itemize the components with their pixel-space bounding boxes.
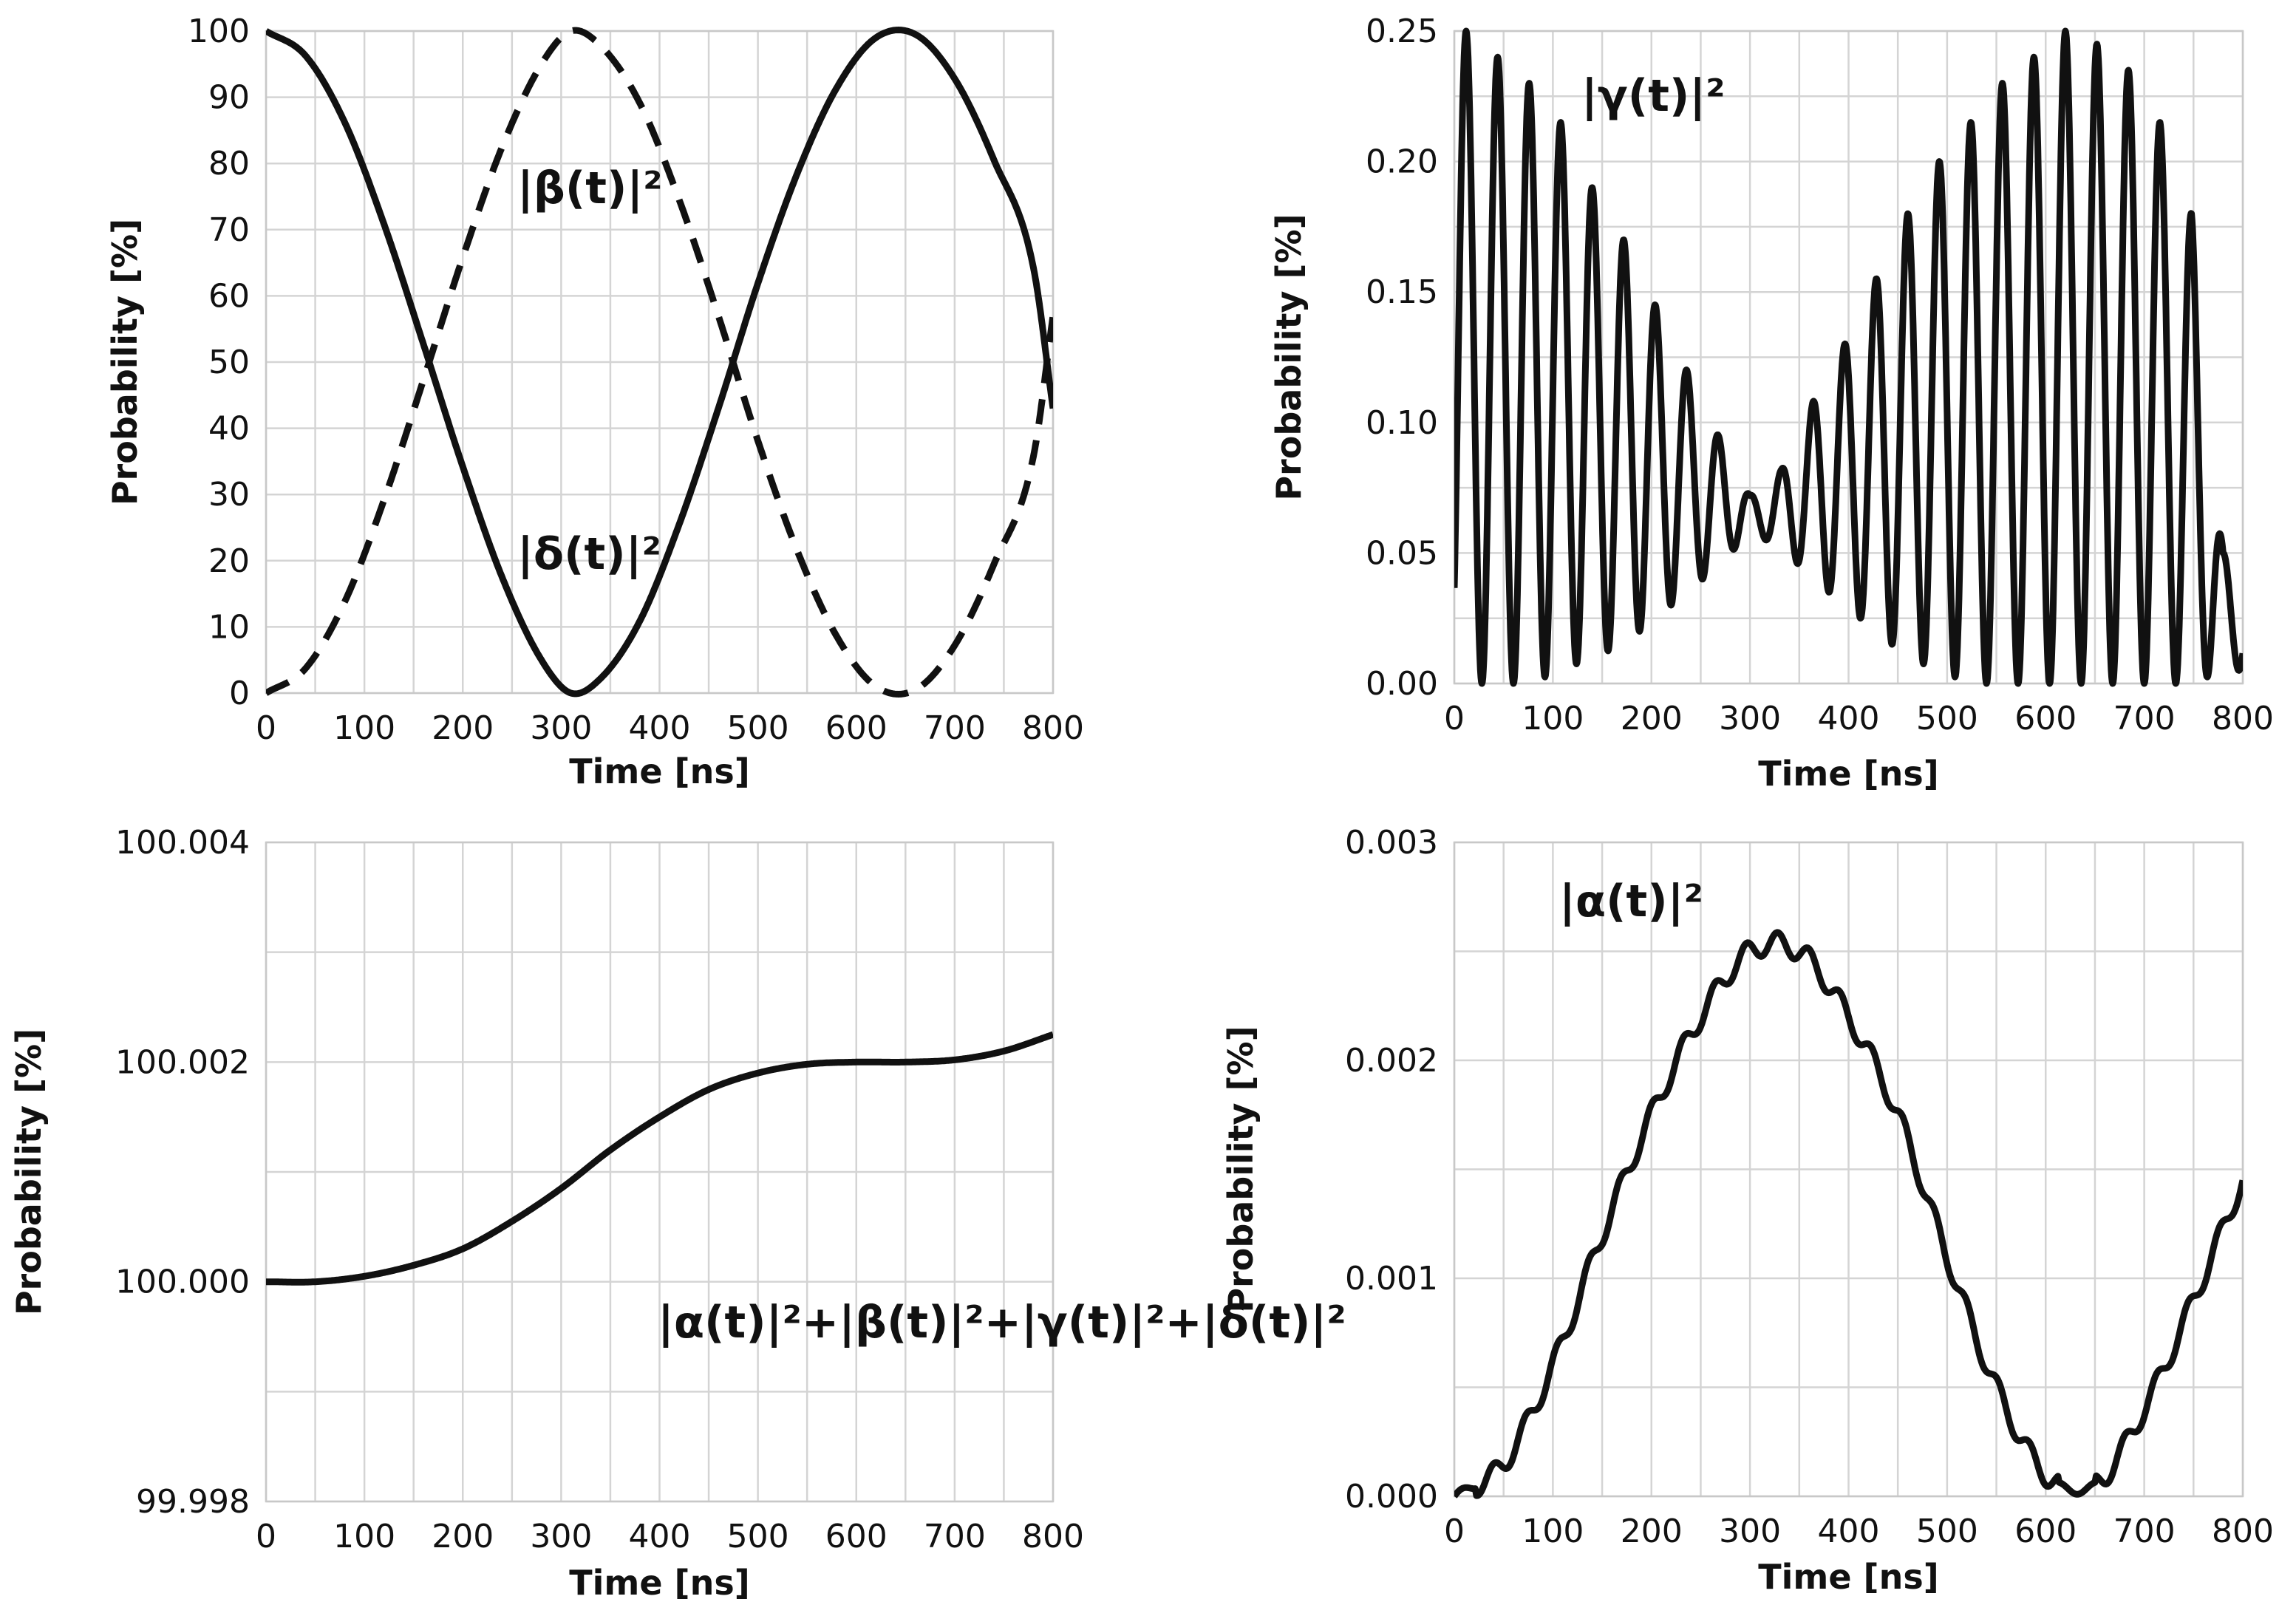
x-tick-label: 100 [1522, 700, 1584, 737]
series-annotation: |α(t)|² [1559, 876, 1703, 927]
y-tick-label: 0.003 [1345, 824, 1438, 862]
x-axis-label: Time [ns] [1758, 1557, 1938, 1597]
plot-frame [1453, 30, 2244, 685]
y-tick-label: 0.25 [1366, 13, 1438, 50]
plot-frame [1453, 841, 2244, 1498]
x-axis-label: Time [ns] [569, 751, 749, 791]
y-tick-label: 100 [188, 13, 250, 50]
x-tick-label: 700 [2113, 700, 2176, 737]
y-tick-label: 50 [208, 344, 250, 381]
x-tick-label: 500 [1916, 700, 1978, 737]
x-tick-label: 800 [2212, 1513, 2274, 1550]
x-tick-label: 200 [1621, 1513, 1683, 1550]
y-tick-label: 60 [208, 277, 250, 315]
x-tick-label: 800 [1022, 709, 1084, 747]
plot-frame [265, 841, 1055, 1503]
y-tick-label: 0 [229, 675, 250, 712]
y-tick-label: 0.15 [1366, 273, 1438, 311]
y-axis-label: Probability [%] [1221, 1026, 1261, 1312]
series-annotation: |β(t)|² [517, 163, 663, 214]
y-tick-label: 100.004 [115, 824, 250, 862]
x-tick-label: 200 [1621, 700, 1683, 737]
x-tick-label: 600 [2014, 700, 2077, 737]
series-line-solid [1454, 27, 2243, 687]
y-axis-label: Probability [%] [105, 219, 145, 505]
y-tick-label: 0.05 [1366, 534, 1438, 572]
series-annotation: |γ(t)|² [1581, 70, 1726, 122]
x-axis-label: Time [ns] [1758, 754, 1938, 794]
x-tick-label: 400 [629, 1518, 691, 1555]
x-tick-label: 300 [530, 709, 592, 747]
y-tick-label: 80 [208, 145, 250, 183]
x-tick-label: 100 [333, 1518, 395, 1555]
series-annotation: |α(t)|²+|β(t)|²+|γ(t)|²+|δ(t)|² [658, 1297, 1346, 1349]
x-tick-label: 500 [727, 709, 789, 747]
y-tick-label: 10 [208, 608, 250, 646]
y-axis-label: Probability [%] [9, 1029, 49, 1315]
y-tick-label: 100.002 [115, 1043, 250, 1081]
x-tick-label: 500 [727, 1518, 789, 1555]
y-tick-label: 0.000 [1345, 1478, 1438, 1516]
x-tick-label: 0 [1444, 1513, 1465, 1550]
x-tick-label: 0 [256, 1518, 276, 1555]
y-tick-label: 0.20 [1366, 143, 1438, 181]
y-tick-label: 0.002 [1345, 1042, 1438, 1080]
x-tick-label: 800 [1022, 1518, 1084, 1555]
series-line-solid [1454, 929, 2243, 1499]
x-tick-label: 400 [1818, 700, 1880, 737]
y-tick-label: 100.000 [115, 1264, 250, 1301]
x-tick-label: 0 [256, 709, 276, 747]
x-tick-label: 200 [432, 709, 494, 747]
y-tick-label: 70 [208, 211, 250, 249]
x-tick-label: 800 [2212, 700, 2274, 737]
x-tick-label: 500 [1916, 1513, 1978, 1550]
chart-panel-top-left: 0 100 200 300 400 500 600 700 800 0 10 20 30 40 50 60 70… [105, 13, 1084, 791]
x-tick-label: 100 [333, 709, 395, 747]
series-line-dashed [266, 27, 1053, 698]
x-tick-label: 200 [432, 1518, 494, 1555]
y-axis-label: Probability [%] [1269, 214, 1309, 500]
y-tick-label: 99.998 [136, 1483, 250, 1521]
y-tick-label: 0.00 [1366, 665, 1438, 703]
x-tick-label: 600 [2014, 1513, 2077, 1550]
x-tick-label: 600 [825, 1518, 888, 1555]
y-tick-label: 0.10 [1366, 404, 1438, 442]
plot-frame [265, 30, 1055, 695]
y-tick-label: 40 [208, 410, 250, 448]
y-tick-label: 20 [208, 542, 250, 580]
x-tick-label: 300 [1719, 1513, 1781, 1550]
x-tick-label: 400 [1818, 1513, 1880, 1550]
x-axis-label: Time [ns] [569, 1563, 749, 1603]
x-tick-label: 700 [924, 709, 986, 747]
x-tick-label: 400 [629, 709, 691, 747]
y-tick-label: 30 [208, 476, 250, 514]
x-tick-label: 300 [1719, 700, 1781, 737]
x-tick-label: 700 [924, 1518, 986, 1555]
x-tick-label: 700 [2113, 1513, 2176, 1550]
x-tick-label: 0 [1444, 700, 1465, 737]
chart-panel-bottom-right: 0 100 200 300 400 500 600 700 800 0.000 0.001 0.002… [1221, 824, 2274, 1597]
y-tick-label: 0.001 [1345, 1260, 1438, 1298]
y-tick-label: 90 [208, 79, 250, 117]
series-annotation: |δ(t)|² [517, 528, 661, 580]
chart-panel-top-right: 0 100 200 300 400 500 600 700 800 0.00 0.05 0.10 0.1… [1269, 13, 2274, 794]
x-tick-label: 100 [1522, 1513, 1584, 1550]
series-line-solid [266, 1031, 1053, 1286]
x-tick-label: 300 [530, 1518, 592, 1555]
chart-panel-bottom-left: 0 100 200 300 400 500 600 700 800 99.998 100.000 10… [9, 824, 1346, 1603]
x-tick-label: 600 [825, 709, 888, 747]
series-line-solid [266, 27, 1053, 698]
